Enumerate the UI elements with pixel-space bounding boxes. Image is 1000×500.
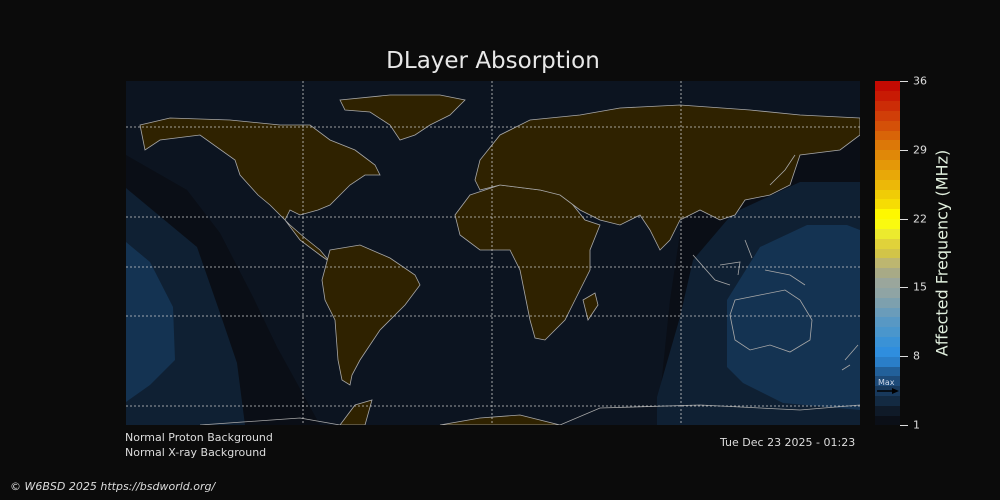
colorbar-tick — [900, 81, 908, 82]
colorbar-tick-label: 8 — [913, 349, 920, 363]
max-arrow-icon — [877, 387, 899, 394]
colorbar-tick — [900, 287, 908, 288]
colorbar-segment — [875, 149, 900, 161]
colorbar-segment — [875, 81, 900, 92]
max-marker-label: Max — [878, 377, 895, 387]
colorbar-segment — [875, 336, 900, 347]
colorbar-tick — [900, 150, 908, 151]
colorbar-segment — [875, 267, 900, 279]
colorbar-segment — [875, 415, 900, 426]
southeast-asia-islands — [692, 239, 806, 286]
colorbar — [875, 81, 900, 426]
continents — [139, 94, 860, 425]
colorbar-segment — [875, 238, 900, 249]
colorbar-tick-label: 36 — [913, 74, 927, 88]
north-america — [139, 117, 381, 263]
colorbar-segment — [875, 307, 900, 318]
antarctica-coast — [199, 404, 860, 425]
eurasia — [474, 104, 860, 251]
colorbar-segment — [875, 189, 900, 200]
timestamp: Tue Dec 23 2025 - 01:23 — [720, 436, 856, 449]
colorbar-segment — [875, 405, 900, 416]
colorbar-segment — [875, 120, 900, 131]
colorbar-segment — [875, 130, 900, 141]
colorbar-label: Affected Frequency (MHz) — [932, 149, 952, 357]
colorbar-segment — [875, 218, 900, 229]
chart-title: DLayer Absorption — [386, 48, 600, 74]
colorbar-segment — [875, 208, 900, 220]
colorbar-segment — [875, 375, 900, 387]
colorbar-tick — [900, 425, 908, 426]
colorbar-tick-label: 15 — [913, 280, 927, 294]
colorbar-segment — [875, 316, 900, 328]
colorbar-segment — [875, 395, 900, 406]
colorbar-tick-label: 29 — [913, 143, 927, 157]
colorbar-segment — [875, 366, 900, 377]
colorbar-tick — [900, 356, 908, 357]
colorbar-segment — [875, 110, 900, 121]
graticule — [126, 81, 860, 425]
colorbar-tick — [900, 219, 908, 220]
coastlines-night — [199, 154, 860, 425]
colorbar-segment — [875, 326, 900, 338]
colorbar-segment — [875, 228, 900, 239]
colorbar-segment — [875, 100, 900, 111]
colorbar-segment — [875, 356, 900, 367]
australia — [729, 289, 813, 353]
japan — [769, 154, 796, 186]
colorbar-segment — [875, 90, 900, 102]
colorbar-segment — [875, 346, 900, 357]
credit: © W6BSD 2025 https://bsdworld.org/ — [10, 480, 216, 493]
antarctica-central — [439, 414, 561, 425]
new-zealand — [841, 344, 859, 371]
colorbar-tick-label: 1 — [913, 418, 920, 432]
high-absorption-east — [727, 225, 860, 410]
colorbar-segment — [875, 287, 900, 298]
colorbar-segment — [875, 159, 900, 170]
greenland — [339, 94, 466, 141]
colorbar-segment — [875, 277, 900, 288]
colorbar-segment — [875, 169, 900, 180]
colorbar-tick-label: 22 — [913, 212, 927, 226]
south-america — [321, 244, 421, 386]
colorbar-segment — [875, 198, 900, 210]
colorbar-segment — [875, 179, 900, 190]
world-map — [126, 81, 860, 425]
colorbar-segment — [875, 257, 900, 269]
colorbar-segment — [875, 139, 900, 151]
xray-status: Normal X-ray Background — [125, 446, 267, 459]
colorbar-segment — [875, 248, 900, 259]
colorbar-segment — [875, 297, 900, 308]
high-absorption-west — [126, 242, 175, 402]
proton-status: Normal Proton Background — [125, 431, 273, 444]
madagascar — [582, 292, 599, 321]
